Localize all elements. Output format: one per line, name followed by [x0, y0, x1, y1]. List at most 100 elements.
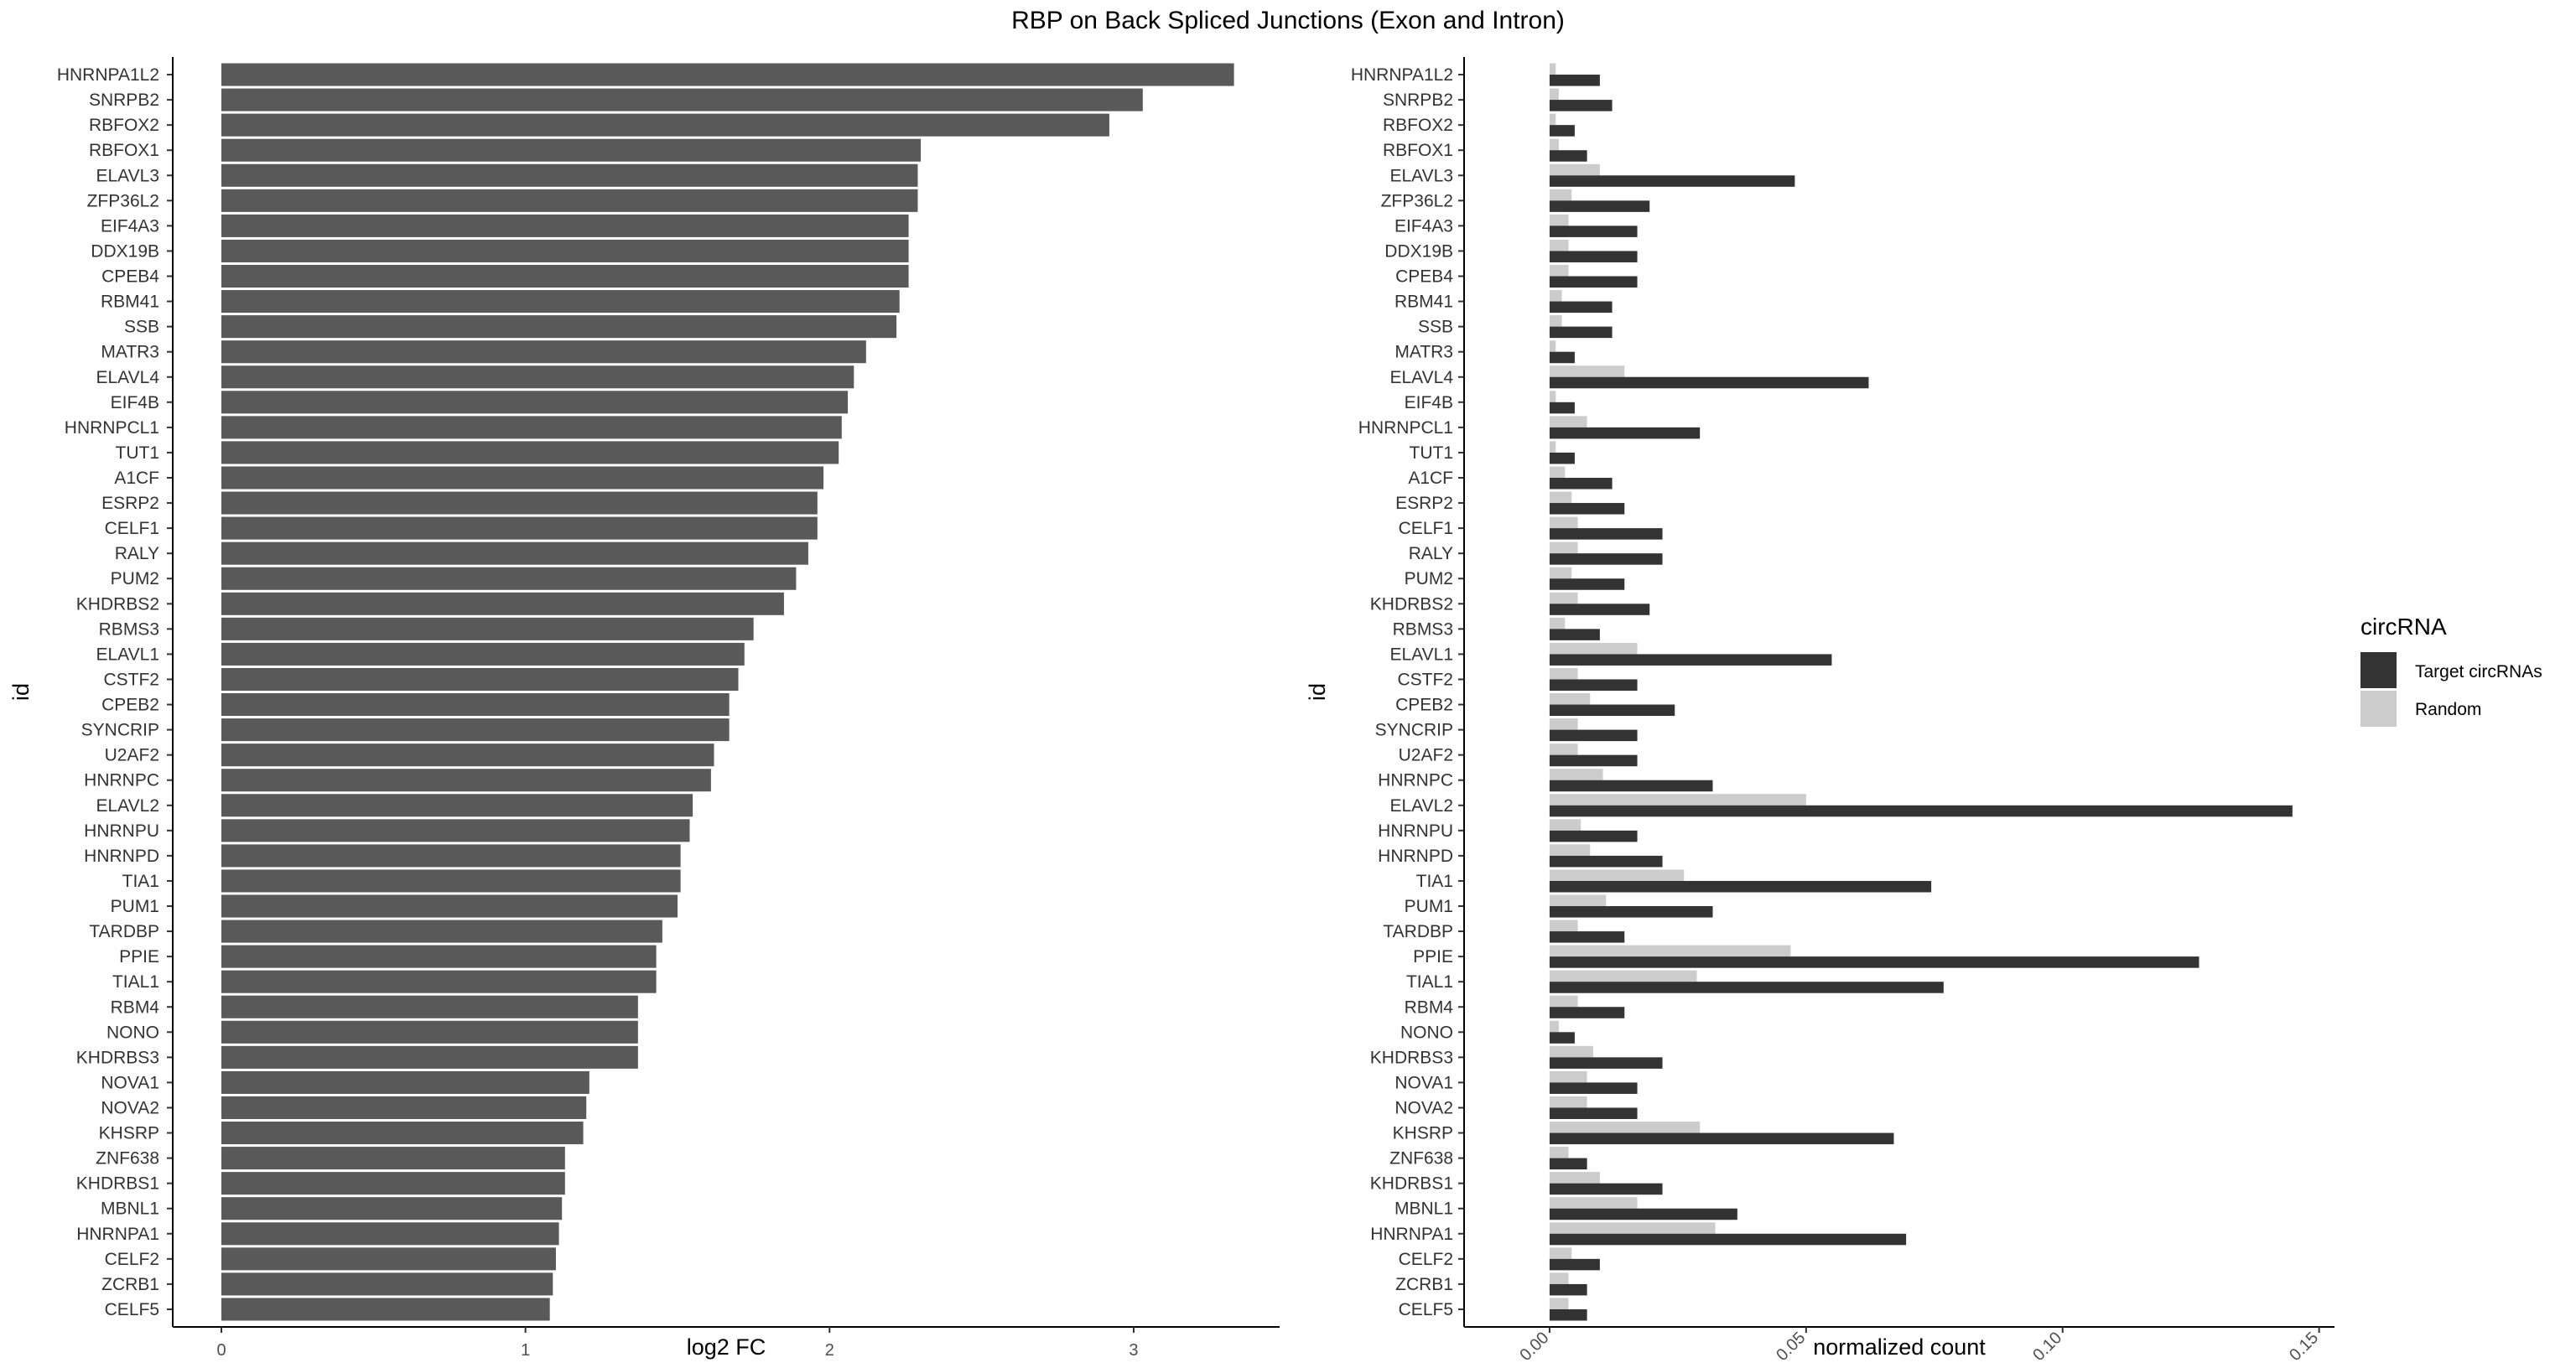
bar-random-syncrip — [1549, 718, 1578, 730]
bar-target-circrnas-tial1 — [1549, 982, 1944, 993]
y-tick-label: SNRPB2 — [1383, 91, 1453, 110]
bar-random-nova1 — [1549, 1070, 1587, 1083]
bar-target-circrnas-esrp2 — [1549, 503, 1625, 515]
bar-target-circrnas-elavl4 — [1549, 376, 1869, 389]
bar-log2fc-hnrnpa1 — [221, 1222, 559, 1246]
bar-target-circrnas-elavl1 — [1549, 654, 1832, 666]
left-y-tick-labels: HNRNPA1L2 SNRPB2 RBFOX2 RBFOX1 ELAVL3 ZFP36L2… — [57, 65, 173, 1319]
bar-target-circrnas-eif4b — [1549, 402, 1575, 414]
y-tick-label: HNRNPU — [1378, 821, 1453, 841]
y-tick-label: KHDRBS3 — [76, 1048, 159, 1067]
bar-log2fc-celf2 — [221, 1247, 556, 1271]
bar-random-ppie — [1549, 945, 1791, 957]
bar-random-a1cf — [1549, 466, 1566, 478]
y-tick-label: TUT1 — [116, 443, 160, 463]
bar-target-circrnas-a1cf — [1549, 477, 1613, 490]
y-tick-label: TIAL1 — [1406, 972, 1453, 992]
y-tick-label: U2AF2 — [1399, 746, 1453, 765]
y-tick-label: HNRNPC — [84, 771, 159, 790]
bar-random-tardbp — [1549, 920, 1578, 932]
y-tick-label: A1CF — [114, 469, 159, 488]
y-tick-label: CPEB2 — [1395, 696, 1453, 715]
bar-random-khsrp — [1549, 1122, 1701, 1133]
bar-target-circrnas-u2af2 — [1549, 754, 1638, 767]
y-tick-label: CELF2 — [105, 1250, 159, 1269]
bar-random-elavl2 — [1549, 794, 1806, 806]
bar-random-khdrbs3 — [1549, 1045, 1593, 1058]
y-tick-label: SNRPB2 — [89, 91, 159, 110]
bar-log2fc-hnrnpcl1 — [221, 416, 842, 439]
bar-log2fc-tut1 — [221, 441, 839, 464]
y-tick-label: CSTF2 — [103, 670, 159, 689]
right-x-axis-label: normalized count — [1813, 1334, 1986, 1360]
y-tick-label: RBM4 — [1405, 998, 1454, 1017]
bar-log2fc-cpeb2 — [221, 693, 730, 717]
y-tick-label: HNRNPD — [1378, 847, 1453, 866]
bar-log2fc-elavl1 — [221, 642, 745, 666]
bar-log2fc-hnrnpu — [221, 819, 690, 842]
bar-log2fc-nova1 — [221, 1070, 589, 1094]
y-tick-label: MBNL1 — [1394, 1200, 1453, 1219]
y-tick-label: RBMS3 — [1393, 619, 1453, 639]
bar-log2fc-znf638 — [221, 1147, 565, 1170]
bar-log2fc-hnrnpd — [221, 844, 681, 868]
y-tick-label: EIF4A3 — [101, 216, 159, 236]
left-panel-log2fc: HNRNPA1L2 SNRPB2 RBFOX2 RBFOX1 ELAVL3 ZFP36L2… — [8, 57, 1280, 1360]
bar-target-circrnas-rbfox2 — [1549, 125, 1575, 137]
bar-target-circrnas-tardbp — [1549, 931, 1625, 943]
y-tick-label: CELF5 — [105, 1300, 159, 1319]
bar-random-celf1 — [1549, 516, 1578, 529]
y-tick-label: KHSRP — [1393, 1124, 1453, 1143]
x-tick-label: 0.10 — [2029, 1329, 2065, 1365]
y-tick-label: MATR3 — [1394, 343, 1453, 362]
bar-random-ddx19b — [1549, 239, 1569, 251]
y-tick-label: ELAVL3 — [1390, 166, 1454, 185]
y-tick-label: KHDRBS2 — [1370, 594, 1453, 614]
x-tick-label: 3 — [1129, 1341, 1138, 1360]
y-tick-label: RBM41 — [101, 293, 159, 312]
bar-target-circrnas-zfp36l2 — [1549, 200, 1650, 212]
y-tick-label: ZFP36L2 — [87, 191, 159, 210]
bar-log2fc-tardbp — [221, 920, 662, 943]
y-tick-label: ELAVL4 — [1390, 368, 1454, 387]
y-tick-label: KHDRBS2 — [76, 594, 159, 614]
bar-log2fc-mbnl1 — [221, 1197, 563, 1220]
bar-log2fc-khdrbs1 — [221, 1172, 565, 1195]
bar-target-circrnas-elavl3 — [1549, 175, 1795, 187]
y-tick-label: HNRNPU — [84, 821, 159, 841]
y-tick-label: NONO — [106, 1023, 159, 1042]
y-tick-label: DDX19B — [91, 241, 159, 261]
bar-target-circrnas-khdrbs1 — [1549, 1183, 1663, 1195]
y-tick-label: HNRNPCL1 — [1358, 418, 1453, 438]
bar-log2fc-rbm41 — [221, 290, 900, 314]
bar-target-circrnas-snrpb2 — [1549, 100, 1613, 111]
bar-target-circrnas-matr3 — [1549, 351, 1575, 364]
bar-log2fc-u2af2 — [221, 744, 714, 767]
bar-random-esrp2 — [1549, 491, 1572, 504]
left-bars — [221, 63, 1234, 1321]
y-tick-label: KHDRBS3 — [1370, 1048, 1453, 1067]
bar-random-nono — [1549, 1020, 1559, 1033]
bar-target-circrnas-nova2 — [1549, 1107, 1638, 1120]
right-panel-normalized-count: HNRNPA1L2 SNRPB2 RBFOX2 RBFOX1 ELAVL3 ZFP36L2… — [1305, 57, 2334, 1365]
y-tick-label: RBMS3 — [99, 619, 159, 639]
bar-log2fc-rbfox2 — [221, 113, 1109, 137]
bar-random-eif4a3 — [1549, 214, 1569, 226]
legend: circRNA Target circRNAs Random — [2360, 614, 2542, 727]
bar-target-circrnas-raly — [1549, 553, 1663, 565]
bar-target-circrnas-rbms3 — [1549, 629, 1600, 640]
left-y-axis-label: id — [8, 683, 34, 701]
right-y-tick-labels: HNRNPA1L2 SNRPB2 RBFOX2 RBFOX1 ELAVL3 ZFP36L2… — [1351, 65, 1464, 1319]
bar-random-tut1 — [1549, 441, 1556, 453]
y-tick-label: NONO — [1400, 1023, 1453, 1042]
bar-random-hnrnpa1 — [1549, 1222, 1716, 1234]
bar-target-circrnas-tut1 — [1549, 452, 1575, 464]
y-tick-label: RALY — [115, 544, 159, 563]
y-tick-label: TARDBP — [89, 922, 159, 941]
y-tick-label: ZNF638 — [96, 1149, 159, 1168]
bar-target-circrnas-cstf2 — [1549, 679, 1638, 691]
bar-target-circrnas-znf638 — [1549, 1158, 1587, 1170]
bar-log2fc-rbfox1 — [221, 138, 922, 162]
right-bars — [1549, 63, 2293, 1321]
bar-target-circrnas-nono — [1549, 1032, 1575, 1044]
